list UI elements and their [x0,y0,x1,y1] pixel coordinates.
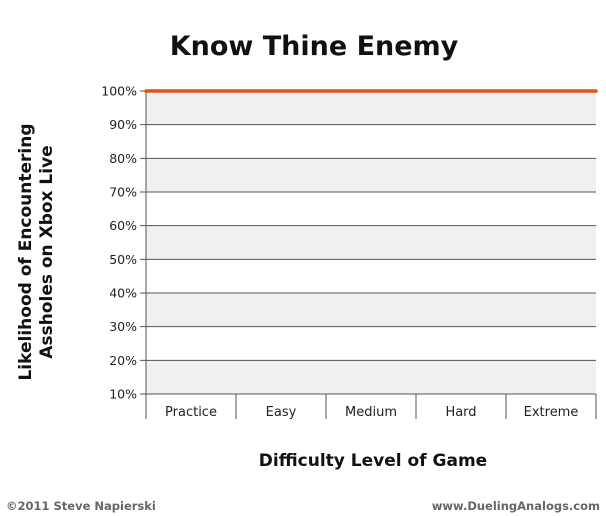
x-category-label: Hard [445,405,476,420]
y-tick-label: 70% [109,185,137,200]
plot-band [146,158,596,192]
x-axis-label: Difficulty Level of Game [259,451,487,471]
plot-band [146,360,596,394]
y-tick-label: 50% [109,252,137,267]
y-tick-label: 30% [109,319,137,334]
website-text: www.DuelingAnalogs.com [432,499,600,513]
y-axis-label: Likelihood of Encountering Assholes on X… [16,123,57,380]
plot-band [146,225,596,260]
x-axis-categories: Practice Easy Medium Hard Extreme [165,405,578,420]
plot-band [146,91,596,125]
y-tick-label: 100% [101,84,137,99]
x-category-label: Medium [345,405,397,420]
y-tick-label: 40% [109,286,137,301]
plot-background [146,91,596,394]
y-axis-label-line-2: Assholes on Xbox Live [37,145,57,358]
copyright-text: ©2011 Steve Napierski [6,499,156,513]
plot-band [146,293,596,327]
x-category-label: Practice [165,405,217,420]
y-tick-label: 20% [109,353,137,368]
x-category-label: Extreme [524,405,579,420]
x-category-label: Easy [266,405,297,420]
y-tick-label: 90% [109,117,137,132]
chart-title: Know Thine Enemy [170,31,459,62]
y-tick-label: 60% [109,218,137,233]
y-axis-ticks: 10% 20% 30% 40% 50% 60% 70% 80% 90% 100% [101,84,137,402]
y-tick-label: 10% [109,387,137,402]
y-axis-label-line-1: Likelihood of Encountering [16,123,36,380]
y-tick-label: 80% [109,151,137,166]
